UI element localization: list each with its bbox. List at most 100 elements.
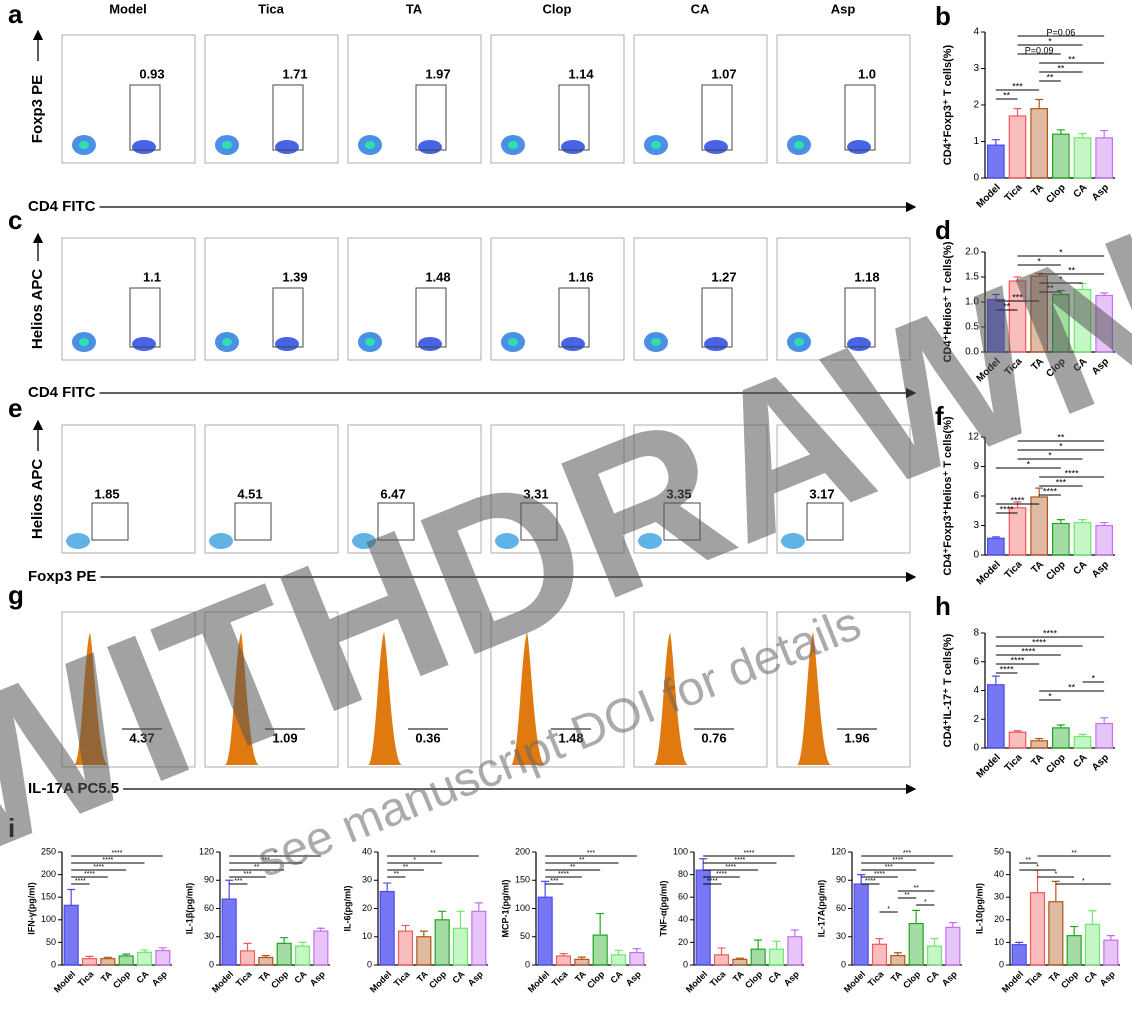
x-tick-label: Tica [1003,559,1025,581]
bar [1067,936,1081,965]
significance-label: **** [1000,504,1015,514]
bar [1009,732,1025,748]
gate-value: 0.93 [139,66,164,81]
error-bar [992,676,1000,685]
error-bar [1100,131,1108,138]
y-tick-label: 0 [973,173,979,184]
significance-label: **** [102,857,113,864]
significance-label: **** [84,871,95,878]
cell-cluster [222,338,232,346]
error-bar [791,930,799,937]
bar [557,956,571,965]
gate-value: 0.76 [701,730,726,745]
significance-label: * [1054,871,1057,878]
bar [751,949,765,965]
bar [1096,138,1112,178]
bar [399,931,413,965]
significance-label: **** [734,857,745,864]
x-tick-label: Tica [1024,968,1044,988]
x-tick-label: Clop [743,969,765,991]
cell-cluster [418,337,442,351]
bar [1074,737,1090,749]
x-tick-label: Model [1000,969,1025,994]
error-bar [699,859,707,870]
bar [1074,523,1090,555]
significance-label: ** [1046,72,1054,82]
y-tick-label: 20 [362,903,372,913]
bar [454,928,468,965]
y-tick-label: 30 [362,875,372,885]
error-bar [876,939,884,945]
x-tick-label: Clop [1044,182,1067,205]
gate [92,503,128,540]
x-tick-label: Asp [624,969,643,988]
error-bar [718,948,726,955]
significance-label: **** [93,864,104,871]
y-tick-label: 100 [515,903,530,913]
cell-cluster [132,140,156,154]
x-tick-label: Asp [308,969,327,988]
significance-label: **** [1043,628,1058,638]
error-bar [457,911,465,928]
significance-label: **** [558,871,569,878]
y-tick-label: 0 [51,959,56,969]
significance-label: **** [112,850,123,857]
bar [733,959,747,965]
cell-cluster [651,141,661,149]
bar [593,935,607,965]
watermark: WITHDRAWN [0,186,1132,902]
significance-label: *** [903,850,911,857]
bar [259,957,273,965]
significance-label: ** [1057,63,1065,73]
significance-label: ** [570,864,576,871]
error-bar [244,943,252,951]
bar [1031,497,1047,555]
bar [417,937,431,965]
y-axis-label: IL-1β(pg/ml) [184,883,194,935]
gate-value: 1.39 [282,269,307,284]
y-axis-label: Foxp3 PE [29,75,46,143]
x-tick-label: TA [1029,752,1046,769]
significance-label: ** [1003,90,1011,100]
y-tick-label: 0 [525,959,530,969]
significance-label: * [924,899,927,906]
y-tick-label: 0 [683,959,688,969]
x-tick-label: Clop [1044,559,1067,582]
error-bar [1035,488,1043,497]
significance-label: *** [550,878,558,885]
bar [854,884,868,965]
bar [1074,138,1090,178]
bar [1096,526,1112,556]
cell-cluster [704,140,728,154]
gate-value: 1.16 [568,269,593,284]
error-bar [438,911,446,919]
error-bar [420,931,428,937]
cell-cluster [508,338,518,346]
x-tick-label: Clop [427,969,449,991]
significance-label: *** [234,878,242,885]
bar [1096,724,1112,748]
y-tick-label: 40 [678,914,688,924]
significance-label: **** [1010,495,1025,505]
significance-label: **** [1021,646,1036,656]
bar [156,951,170,965]
significance-label: *** [1056,477,1067,487]
significance-label: ** [254,864,260,871]
y-tick-label: 4 [973,685,979,696]
significance-label: **** [1000,664,1015,674]
y-tick-label: 4 [973,27,979,38]
y-tick-label: 0 [841,959,846,969]
y-tick-label: 50 [994,846,1004,856]
error-bar [402,925,410,931]
group-title: Clop [543,1,572,16]
panel-letter: h [935,591,951,621]
cell-cluster [79,338,89,346]
significance-label: ** [913,885,919,892]
x-tick-label: Asp [150,969,169,988]
significance-label: *** [587,850,595,857]
cell-cluster [275,140,299,154]
y-tick-label: 40 [994,869,1004,879]
bar [1012,945,1026,965]
cell-cluster [418,140,442,154]
y-tick-label: 80 [678,869,688,879]
